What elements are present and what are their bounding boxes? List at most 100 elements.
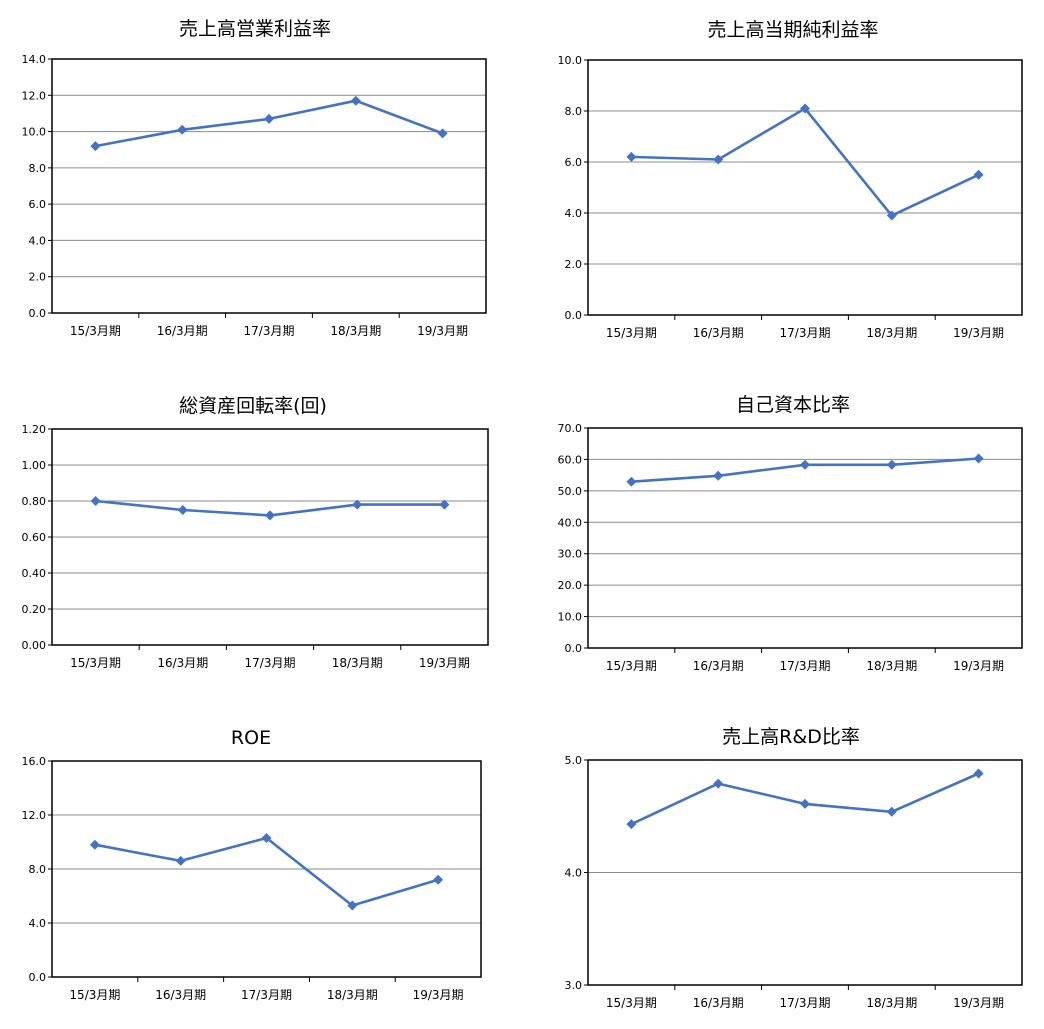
x-tick-label: 19/3月期: [413, 988, 464, 1002]
x-tick-label: 17/3月期: [780, 996, 831, 1010]
x-tick-label: 19/3月期: [419, 656, 470, 670]
x-tick-label: 15/3月期: [69, 988, 120, 1002]
x-tick-label: 19/3月期: [953, 996, 1004, 1010]
y-tick-label: 12.0: [22, 89, 47, 102]
y-tick-label: 0.60: [22, 531, 47, 544]
data-point: [90, 141, 101, 152]
x-tick-label: 17/3月期: [244, 324, 295, 338]
y-tick-label: 60.0: [558, 453, 583, 466]
y-tick-label: 50.0: [558, 485, 583, 498]
y-tick-label: 2.0: [29, 271, 47, 284]
data-point: [973, 768, 984, 779]
y-tick-label: 0.0: [565, 642, 583, 655]
data-point: [265, 510, 275, 521]
y-tick-label: 14.0: [22, 53, 47, 66]
data-point: [439, 499, 450, 510]
x-tick-label: 19/3月期: [417, 324, 468, 338]
y-tick-label: 10.0: [558, 54, 583, 67]
data-point: [800, 798, 810, 809]
plot-frame: [51, 428, 489, 646]
data-point: [626, 476, 637, 487]
y-tick-label: 1.20: [22, 423, 47, 436]
data-point: [350, 95, 361, 106]
y-tick-label: 0.0: [29, 307, 47, 320]
y-tick-label: 4.0: [565, 207, 583, 220]
x-tick-label: 15/3月期: [70, 656, 121, 670]
x-tick-label: 17/3月期: [241, 988, 292, 1002]
data-point: [626, 151, 637, 162]
plot-frame: [587, 59, 1023, 316]
y-tick-label: 20.0: [558, 579, 583, 592]
data-point: [626, 819, 637, 830]
x-tick-label: 17/3月期: [245, 656, 296, 670]
x-tick-label: 18/3月期: [332, 656, 383, 670]
y-tick-label: 16.0: [22, 755, 47, 768]
x-tick-label: 16/3月期: [693, 996, 744, 1010]
x-tick-label: 18/3月期: [866, 326, 917, 340]
data-point: [713, 470, 724, 481]
x-tick-label: 17/3月期: [780, 326, 831, 340]
data-point: [177, 124, 188, 135]
chart-title: ROE: [231, 727, 271, 749]
x-tick-label: 16/3月期: [157, 324, 208, 338]
x-tick-label: 16/3月期: [155, 988, 206, 1002]
y-tick-label: 0.0: [565, 309, 583, 322]
data-point: [886, 210, 897, 221]
x-tick-label: 19/3月期: [953, 659, 1004, 673]
data-point: [261, 832, 272, 843]
y-tick-label: 0.40: [22, 567, 47, 580]
y-tick-label: 4.0: [29, 917, 47, 930]
chart-title: 売上高営業利益率: [179, 18, 331, 40]
x-tick-label: 16/3月期: [693, 659, 744, 673]
data-point: [90, 496, 101, 506]
data-point: [800, 459, 810, 470]
x-tick-label: 18/3月期: [866, 996, 917, 1010]
chart-6: 売上高R&D比率 3.0 4.0 5.0 15/3月期 16/3月期 17/3月期 18/3月…: [565, 726, 1023, 1010]
data-point: [175, 855, 186, 866]
y-tick-label: 4.0: [29, 234, 47, 247]
data-point: [437, 128, 448, 139]
series-line: [630, 772, 980, 826]
chart-4: 自己資本比率 0.0 10.0 20.0 30.0 40.0 50.0 60.0 70.0 15/…: [558, 394, 1023, 673]
plot-frame: [51, 58, 487, 314]
y-tick-label: 5.0: [565, 754, 583, 767]
chart-title: 総資産回転率(回): [179, 395, 327, 417]
data-point: [973, 169, 984, 180]
y-tick-label: 0.80: [22, 495, 47, 508]
series-line: [94, 836, 439, 907]
y-tick-label: 10.0: [22, 126, 47, 139]
x-tick-label: 17/3月期: [780, 659, 831, 673]
x-tick-label: 15/3月期: [70, 324, 121, 338]
chart-2: 売上高当期純利益率 0.0 2.0 4.0 6.0 8.0 10.0 15/3月期 16/3月期…: [558, 19, 1023, 340]
y-tick-label: 8.0: [29, 162, 47, 175]
y-tick-label: 12.0: [22, 809, 47, 822]
chart-title: 自己資本比率: [736, 394, 850, 416]
y-tick-label: 0.20: [22, 603, 47, 616]
x-tick-label: 19/3月期: [953, 326, 1004, 340]
data-point: [177, 505, 188, 515]
data-point: [713, 778, 724, 789]
y-tick-label: 3.0: [565, 979, 583, 992]
y-tick-label: 6.0: [29, 198, 47, 211]
y-tick-label: 2.0: [565, 258, 583, 271]
plot-frame: [587, 759, 1023, 986]
chart-title: 売上高R&D比率: [722, 726, 860, 748]
y-tick-label: 70.0: [558, 422, 583, 435]
x-tick-label: 18/3月期: [866, 659, 917, 673]
data-point: [800, 103, 810, 114]
y-tick-label: 30.0: [558, 548, 583, 561]
plot-frame: [587, 427, 1023, 649]
y-tick-label: 10.0: [558, 611, 583, 624]
y-tick-label: 4.0: [565, 867, 583, 880]
chart-5: ROE 0.0 4.0 8.0 12.0 16.0 15/3月期 16/3月期 17/3月期 18…: [22, 727, 482, 1002]
data-point: [886, 459, 897, 470]
data-point: [347, 900, 358, 911]
data-point: [886, 806, 897, 817]
x-tick-label: 18/3月期: [330, 324, 381, 338]
data-point: [89, 839, 100, 850]
x-tick-label: 15/3月期: [606, 659, 657, 673]
x-tick-label: 18/3月期: [327, 988, 378, 1002]
x-tick-label: 16/3月期: [693, 326, 744, 340]
x-tick-label: 15/3月期: [606, 326, 657, 340]
